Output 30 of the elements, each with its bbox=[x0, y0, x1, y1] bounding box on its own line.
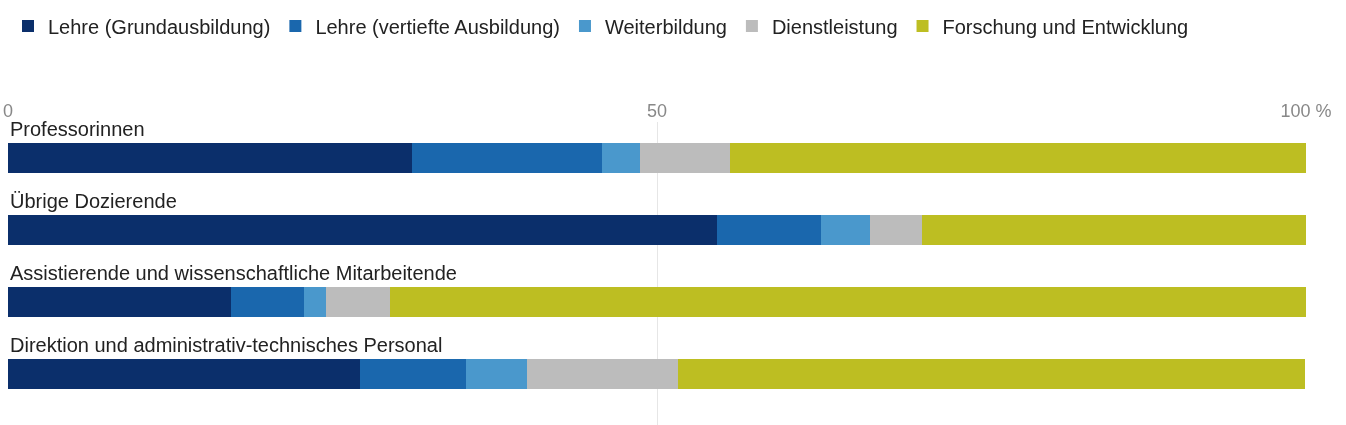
bar bbox=[326, 286, 390, 318]
legend-label: Weiterbildung bbox=[604, 15, 727, 38]
bar bbox=[8, 142, 412, 174]
bar bbox=[8, 286, 232, 318]
bar bbox=[8, 214, 717, 246]
bar bbox=[8, 358, 360, 390]
legend-label: Lehre (vertiefte Ausbildung) bbox=[315, 15, 560, 38]
legend-label: Dienstleistung bbox=[771, 15, 898, 38]
y-tick-label: Direktion und administrativ-technisches Personal bbox=[10, 334, 443, 356]
bar bbox=[466, 358, 528, 390]
bar bbox=[527, 358, 678, 390]
y-tick-label: Assistierende und wissenschaftliche Mitarbeitende bbox=[10, 262, 457, 284]
bar bbox=[677, 358, 1305, 390]
bar bbox=[869, 214, 922, 246]
bar bbox=[303, 286, 327, 318]
bar bbox=[231, 286, 304, 318]
legend-label: Lehre (Grundausbildung) bbox=[48, 15, 271, 38]
y-tick-label: Übrige Dozierende bbox=[10, 190, 177, 212]
bar bbox=[716, 214, 821, 246]
bar bbox=[921, 214, 1306, 246]
bar bbox=[389, 286, 1306, 318]
bar bbox=[602, 142, 641, 174]
x-tick-label: 50 bbox=[646, 101, 668, 122]
bar bbox=[411, 142, 603, 174]
bar bbox=[640, 142, 730, 174]
bar bbox=[359, 358, 467, 390]
bar bbox=[820, 214, 870, 246]
legend-label: Forschung und Entwicklung bbox=[942, 15, 1189, 38]
x-tick-label: 100 % bbox=[1280, 101, 1332, 122]
bar bbox=[729, 142, 1306, 174]
